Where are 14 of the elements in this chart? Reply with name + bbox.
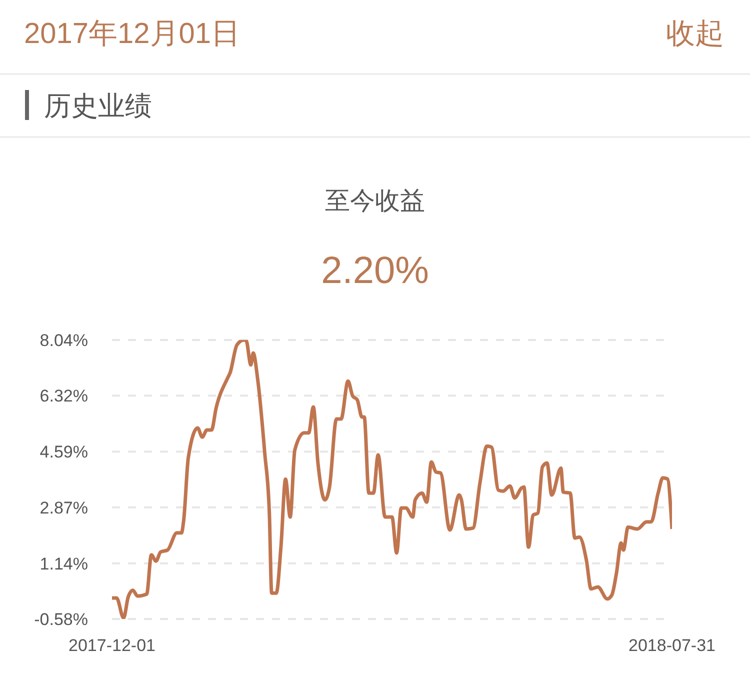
y-tick-label: 4.59% (40, 442, 88, 462)
x-tick-label: 2018-07-31 (628, 636, 716, 656)
chart-subtitle: 2.20% (320, 250, 430, 293)
text: 历史业绩 (44, 90, 152, 123)
y-tick-label: 6.32% (40, 386, 88, 406)
x-tick-label: 2017-12-01 (68, 636, 156, 656)
y-tick-label: -0.58% (34, 610, 88, 630)
chart-title: 至今收益 (324, 186, 426, 217)
y-tick-label: 1.14% (40, 554, 88, 574)
y-tick-label: 2.87% (40, 498, 88, 518)
text: 2017年12月01日 (24, 17, 240, 52)
text: 收起 (666, 17, 724, 52)
y-tick-label: 8.04% (40, 331, 88, 350)
line-series (112, 340, 672, 619)
